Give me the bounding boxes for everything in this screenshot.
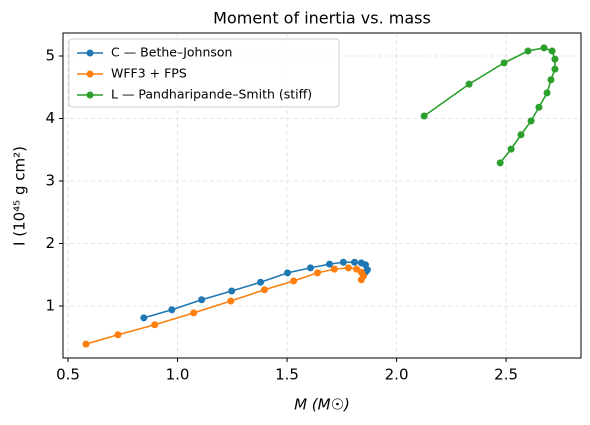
y-tick-label: 5 (45, 47, 55, 65)
data-point (351, 258, 359, 266)
legend-label: C — Bethe–Johnson (111, 45, 232, 60)
plot-frame (62, 32, 582, 359)
data-point (551, 65, 559, 73)
data-point (543, 89, 551, 97)
y-tick-label: 4 (45, 109, 55, 127)
legend-swatch (86, 70, 94, 78)
data-point (307, 264, 315, 272)
data-point (168, 306, 176, 314)
series-line (423, 47, 556, 164)
data-point (548, 47, 556, 55)
data-point (330, 265, 338, 273)
x-axis-label: M (M☉) (294, 396, 350, 414)
data-point (496, 159, 504, 167)
chart-title: Moment of inertia vs. mass (213, 9, 431, 28)
x-tick-label: 2.5 (494, 366, 518, 384)
x-tick-label: 2.0 (385, 366, 409, 384)
y-tick-label: 2 (45, 234, 55, 252)
legend-label: WFF3 + FPS (111, 66, 187, 81)
x-tick-label: 1.5 (275, 366, 299, 384)
legend-box (68, 38, 340, 108)
y-axis-label: I (10⁴⁵ g cm²) (11, 146, 29, 246)
data-point (82, 340, 90, 348)
data-point (339, 258, 347, 266)
data-point (228, 287, 236, 295)
legend-swatch (86, 49, 94, 57)
data-point (357, 276, 365, 284)
data-point (261, 286, 269, 294)
legend-swatch (86, 91, 94, 99)
data-point (314, 269, 322, 277)
data-point (524, 47, 532, 55)
data-point (140, 314, 148, 322)
data-point (190, 309, 198, 317)
y-tick-label: 1 (45, 297, 55, 315)
data-point (465, 80, 473, 88)
data-point (198, 296, 206, 304)
data-point (227, 297, 235, 305)
data-point (540, 44, 548, 52)
data-point (551, 55, 559, 63)
y-tick-label: 3 (45, 172, 55, 190)
data-point (500, 59, 508, 67)
legend-label: L — Pandharipande–Smith (stiff) (111, 87, 312, 102)
data-point (290, 277, 298, 285)
x-tick-label: 0.5 (56, 366, 80, 384)
data-point (527, 117, 535, 125)
data-point (517, 131, 525, 139)
data-point (535, 103, 543, 111)
data-point (420, 112, 428, 120)
data-point (507, 145, 515, 153)
data-point (257, 278, 265, 286)
data-point (151, 321, 159, 329)
data-point (326, 260, 334, 268)
data-point (344, 264, 352, 272)
data-point (284, 269, 292, 277)
data-point (114, 331, 122, 339)
data-point (547, 76, 555, 84)
x-tick-label: 1.0 (166, 366, 190, 384)
